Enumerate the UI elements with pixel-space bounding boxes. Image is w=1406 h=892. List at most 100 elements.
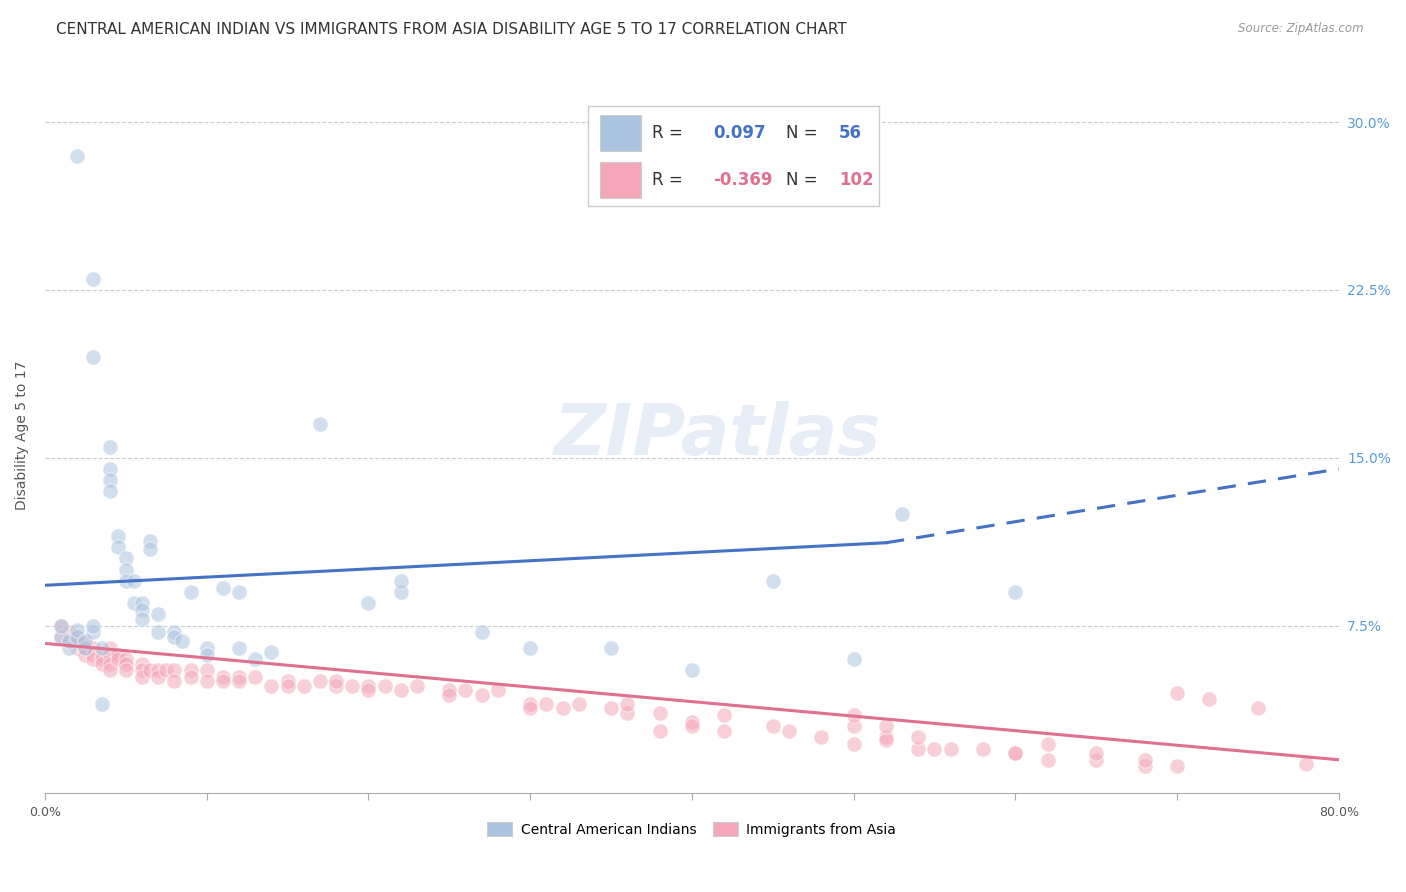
Point bbox=[98, 663, 121, 677]
Point bbox=[90, 640, 112, 655]
Point bbox=[972, 741, 994, 756]
Point bbox=[842, 737, 865, 751]
Point bbox=[875, 732, 897, 747]
Point bbox=[681, 719, 703, 733]
Point bbox=[90, 652, 112, 666]
Point bbox=[98, 657, 121, 671]
Point bbox=[180, 663, 202, 677]
Point bbox=[648, 706, 671, 720]
Point bbox=[842, 708, 865, 723]
Legend: Central American Indians, Immigrants from Asia: Central American Indians, Immigrants fro… bbox=[481, 815, 903, 844]
Y-axis label: Disability Age 5 to 17: Disability Age 5 to 17 bbox=[15, 360, 30, 510]
Point bbox=[131, 663, 153, 677]
Point bbox=[98, 648, 121, 662]
Point bbox=[114, 551, 136, 566]
Point bbox=[49, 618, 72, 632]
Point bbox=[325, 679, 347, 693]
Point bbox=[139, 663, 162, 677]
Text: ZIPatlas: ZIPatlas bbox=[554, 401, 882, 470]
Point bbox=[66, 630, 89, 644]
Point bbox=[49, 630, 72, 644]
Point bbox=[148, 625, 170, 640]
Point bbox=[389, 585, 412, 599]
Point bbox=[357, 679, 380, 693]
Point bbox=[277, 679, 299, 693]
Point bbox=[406, 679, 429, 693]
Point bbox=[245, 670, 267, 684]
Point bbox=[536, 697, 558, 711]
Point bbox=[66, 149, 89, 163]
Point bbox=[1133, 759, 1156, 773]
Point bbox=[875, 731, 897, 745]
Point bbox=[98, 440, 121, 454]
Point bbox=[90, 657, 112, 671]
Point bbox=[454, 683, 477, 698]
Point bbox=[842, 719, 865, 733]
Point bbox=[616, 706, 638, 720]
Point bbox=[148, 670, 170, 684]
Point bbox=[924, 741, 946, 756]
Point bbox=[389, 683, 412, 698]
Point bbox=[58, 625, 80, 640]
Point bbox=[342, 679, 364, 693]
Point bbox=[907, 731, 929, 745]
Point bbox=[325, 674, 347, 689]
Point bbox=[1085, 753, 1108, 767]
Point bbox=[519, 701, 541, 715]
Point bbox=[616, 697, 638, 711]
Point bbox=[648, 723, 671, 738]
Point bbox=[131, 596, 153, 610]
Point bbox=[148, 663, 170, 677]
Point bbox=[471, 688, 494, 702]
Point bbox=[66, 623, 89, 637]
Point bbox=[131, 603, 153, 617]
Point bbox=[114, 574, 136, 588]
Point bbox=[389, 574, 412, 588]
Point bbox=[82, 648, 104, 662]
Point bbox=[122, 574, 145, 588]
Point bbox=[519, 697, 541, 711]
Point bbox=[148, 607, 170, 622]
Point bbox=[228, 670, 250, 684]
Point bbox=[66, 640, 89, 655]
Point bbox=[212, 670, 235, 684]
Point bbox=[58, 640, 80, 655]
Point bbox=[357, 596, 380, 610]
Point bbox=[90, 648, 112, 662]
Point bbox=[98, 473, 121, 487]
Point bbox=[180, 670, 202, 684]
Point bbox=[195, 640, 218, 655]
Point bbox=[212, 674, 235, 689]
Point bbox=[66, 634, 89, 648]
Point bbox=[713, 708, 735, 723]
Point bbox=[228, 585, 250, 599]
Point bbox=[82, 272, 104, 286]
Point bbox=[1004, 746, 1026, 760]
Point bbox=[114, 657, 136, 671]
Point bbox=[1247, 701, 1270, 715]
Point bbox=[778, 723, 800, 738]
Point bbox=[842, 652, 865, 666]
Point bbox=[75, 648, 97, 662]
Point bbox=[907, 741, 929, 756]
Point bbox=[82, 618, 104, 632]
Point bbox=[49, 630, 72, 644]
Point bbox=[1004, 585, 1026, 599]
Point bbox=[122, 596, 145, 610]
Point bbox=[228, 674, 250, 689]
Point bbox=[309, 674, 332, 689]
Point bbox=[810, 731, 832, 745]
Point bbox=[195, 663, 218, 677]
Point bbox=[107, 540, 129, 554]
Point bbox=[891, 507, 914, 521]
Point bbox=[98, 462, 121, 476]
Point bbox=[163, 625, 186, 640]
Point bbox=[58, 634, 80, 648]
Point bbox=[75, 640, 97, 655]
Point bbox=[82, 640, 104, 655]
Point bbox=[155, 663, 177, 677]
Point bbox=[1004, 746, 1026, 760]
Point bbox=[82, 652, 104, 666]
Point bbox=[1295, 757, 1317, 772]
Point bbox=[681, 714, 703, 729]
